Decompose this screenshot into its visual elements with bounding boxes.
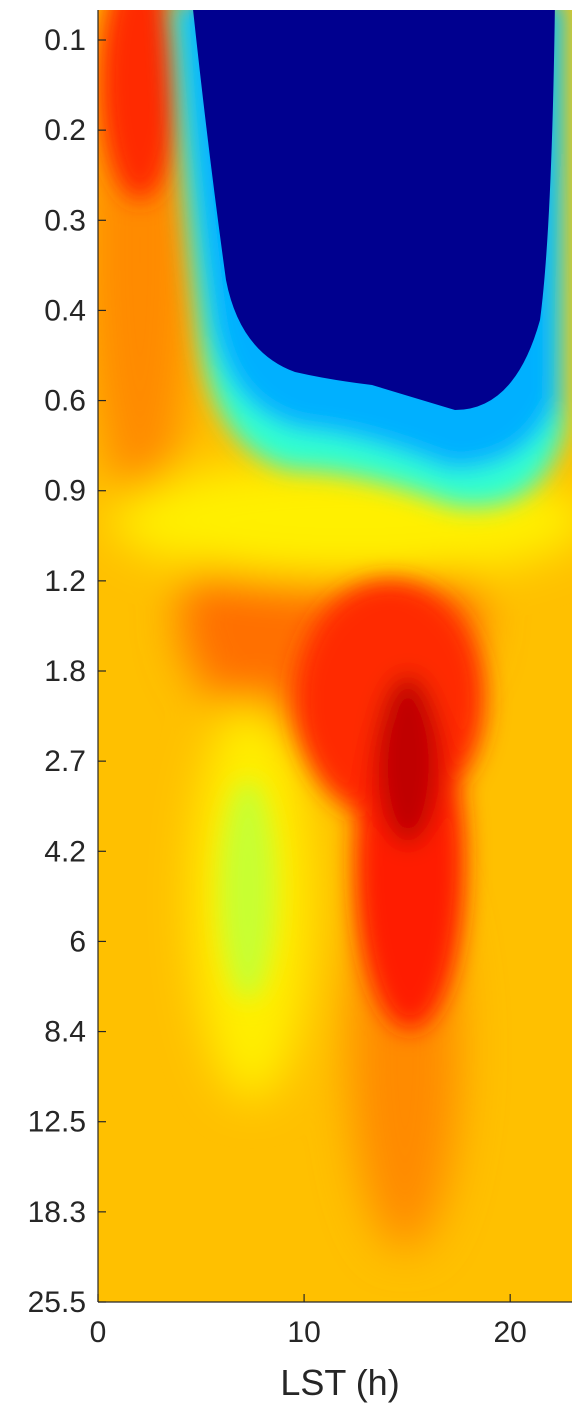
x-tick-label: 20 [493,1316,526,1349]
y-tick-label: 25.5 [28,1286,86,1319]
y-tick-label: 0.2 [44,114,86,147]
y-tick-label: 8.4 [44,1016,86,1049]
plot-area [98,10,572,1302]
y-tick-label: 1.8 [44,655,86,688]
y-tick-label: 0.3 [44,204,86,237]
y-tick-label: 18.3 [28,1196,86,1229]
y-tick-label: 0.4 [44,294,86,327]
left-green-yellow-core [220,780,276,1000]
x-axis-title: LST (h) [280,1362,399,1403]
y-tick-label: 2.7 [44,745,86,778]
x-tick-label: 0 [90,1316,107,1349]
y-tick-label: 0.9 [44,475,86,508]
y-tick-label: 0.1 [44,24,86,57]
y-tick-label: 6 [69,925,86,958]
y-tick-label: 12.5 [28,1106,86,1139]
dark-red-core [376,675,440,845]
deep-blue-region [193,10,555,410]
top-left-red-column [100,10,180,200]
y-tick-label: 1.2 [44,565,86,598]
x-axis-ticks: 0 10 20 [90,1294,527,1349]
y-tick-label: 0.6 [44,385,86,418]
y-tick-label: 4.2 [44,835,86,868]
x-tick-label: 10 [287,1316,320,1349]
y-axis-ticks: 0.1 0.2 0.3 0.4 0.6 0.9 1.2 1.8 2.7 4.2 6 8.4 12.5 18… [28,24,106,1319]
